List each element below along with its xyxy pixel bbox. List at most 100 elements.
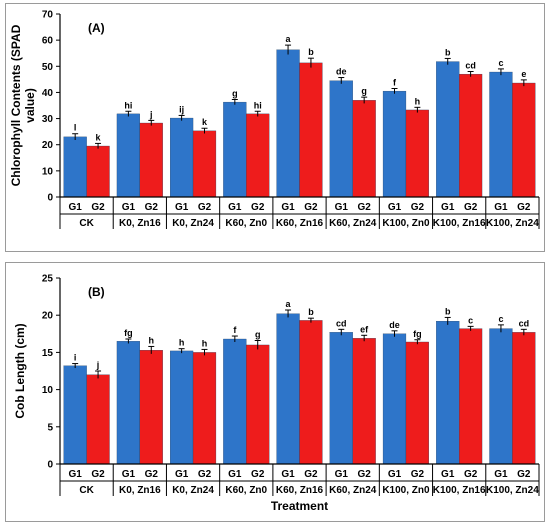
- b-significance-letter: fg: [124, 328, 133, 338]
- a-category-label: K60, Zn24: [329, 218, 377, 229]
- b-bar: [63, 365, 87, 465]
- a-category-label: K100, Zn16: [433, 218, 486, 229]
- b-significance-letter: c: [468, 315, 473, 325]
- b-significance-letter: f: [233, 325, 237, 335]
- a-y-axis-title: Chlorophyll Contents (SPADvalue): [9, 24, 37, 186]
- a-group-label: G1: [441, 202, 455, 213]
- b-group-label: G1: [228, 469, 242, 480]
- a-significance-letter: k: [202, 117, 208, 127]
- a-bar: [276, 49, 300, 198]
- a-significance-letter: k: [96, 132, 102, 142]
- a-bar: [436, 61, 460, 198]
- a-ytick-label: 20: [42, 140, 54, 151]
- a-significance-letter: de: [336, 67, 347, 77]
- a-significance-letter: e: [521, 69, 526, 79]
- b-category-label: K100, Zn16: [433, 485, 486, 496]
- a-ytick-label: 10: [42, 166, 54, 177]
- a-significance-letter: a: [286, 34, 292, 44]
- a-category-label: CK: [79, 218, 94, 229]
- a-y-axis-title-line: Chlorophyll Contents (SPAD: [9, 24, 23, 186]
- b-bar: [223, 338, 247, 465]
- b-group-label: G2: [464, 469, 478, 480]
- b-significance-letter: h: [179, 338, 185, 348]
- b-ytick-label: 10: [42, 385, 54, 396]
- a-bar: [489, 71, 513, 198]
- b-bar: [86, 374, 110, 465]
- a-significance-letter: c: [498, 58, 503, 68]
- b-bar: [246, 344, 270, 465]
- a-bar: [512, 82, 536, 198]
- b-group-label: G1: [175, 469, 189, 480]
- a-panel-label: (A): [88, 21, 105, 35]
- a-category-label: K100, Zn24: [486, 218, 539, 229]
- b-bar: [116, 341, 140, 465]
- a-group-label: G2: [145, 202, 159, 213]
- b-bar: [382, 333, 407, 465]
- b-significance-letter: cd: [336, 318, 347, 328]
- chart-a-svg: 0 10 20 30 40 50 60 70 l G1 hi G1 ij G1 g G1 a G1 de G1 f G1 b…: [9, 10, 540, 229]
- a-group-label: G1: [175, 202, 189, 213]
- a-group-label: G2: [517, 202, 531, 213]
- a-bar: [139, 122, 163, 198]
- b-group-label: G2: [251, 469, 265, 480]
- a-significance-letter: f: [393, 78, 397, 88]
- a-group-label: G1: [494, 202, 508, 213]
- a-group-label: G2: [464, 202, 478, 213]
- a-bar: [299, 62, 323, 198]
- a-bar: [116, 113, 140, 198]
- b-ytick-label: 0: [47, 460, 53, 471]
- b-significance-letter: h: [149, 335, 155, 345]
- b-group-label: G1: [335, 469, 349, 480]
- a-significance-letter: hi: [254, 100, 262, 110]
- chart-b-svg: 0 5 10 15 20 25 i G1 fg G1 h G1 f G1 a G1 cd G1 de G1 b G1 c G1…: [13, 274, 540, 513]
- b-group-label: G1: [441, 469, 455, 480]
- a-significance-letter: j: [149, 109, 153, 119]
- b-significance-letter: b: [445, 306, 451, 316]
- panel-a-chlorophyll-chart: 0 10 20 30 40 50 60 70 l G1 hi G1 ij G1 g G1 a G1 de G1 f G1 b…: [5, 3, 545, 252]
- a-ytick-label: 50: [42, 62, 54, 73]
- b-group-label: G1: [68, 469, 82, 480]
- b-group-label: G1: [281, 469, 295, 480]
- b-ytick-label: 5: [47, 422, 53, 433]
- a-bar: [329, 80, 353, 198]
- a-group-label: G2: [357, 202, 371, 213]
- a-y-axis-title-line: value): [23, 88, 37, 123]
- a-group-label: G2: [304, 202, 318, 213]
- b-significance-letter: j: [96, 360, 100, 370]
- b-y-axis-title: Cob Length (cm): [13, 323, 27, 418]
- b-bar: [512, 332, 536, 465]
- b-group-label: G1: [494, 469, 508, 480]
- b-category-label: K0, Zn24: [172, 485, 214, 496]
- a-ytick-label: 40: [42, 88, 54, 99]
- b-significance-letter: b: [308, 307, 314, 317]
- b-bar: [459, 328, 483, 465]
- a-category-label: K0, Zn16: [119, 218, 161, 229]
- b-significance-letter: h: [202, 338, 208, 348]
- b-group-label: G1: [388, 469, 402, 480]
- a-group-label: G1: [335, 202, 349, 213]
- a-group-label: G2: [251, 202, 265, 213]
- b-group-label: G2: [411, 469, 425, 480]
- a-category-label: K0, Zn24: [172, 218, 214, 229]
- b-bar: [299, 320, 323, 465]
- b-significance-letter: de: [389, 320, 400, 330]
- a-significance-letter: l: [74, 123, 77, 133]
- a-category-label: K60, Zn16: [276, 218, 324, 229]
- b-category-label: K60, Zn16: [276, 485, 324, 496]
- a-bar: [223, 101, 247, 198]
- a-bar: [246, 113, 270, 198]
- a-significance-letter: g: [361, 86, 367, 96]
- a-bar: [352, 100, 376, 198]
- a-significance-letter: g: [232, 88, 238, 98]
- a-group-label: G1: [228, 202, 242, 213]
- b-category-label: CK: [79, 485, 94, 496]
- b-significance-letter: a: [286, 299, 292, 309]
- a-significance-letter: cd: [465, 61, 476, 71]
- b-group-label: G2: [304, 469, 318, 480]
- a-significance-letter: b: [445, 47, 451, 57]
- b-significance-letter: ef: [360, 324, 369, 334]
- a-group-label: G1: [122, 202, 136, 213]
- a-ytick-label: 60: [42, 36, 54, 47]
- b-bar: [352, 338, 376, 465]
